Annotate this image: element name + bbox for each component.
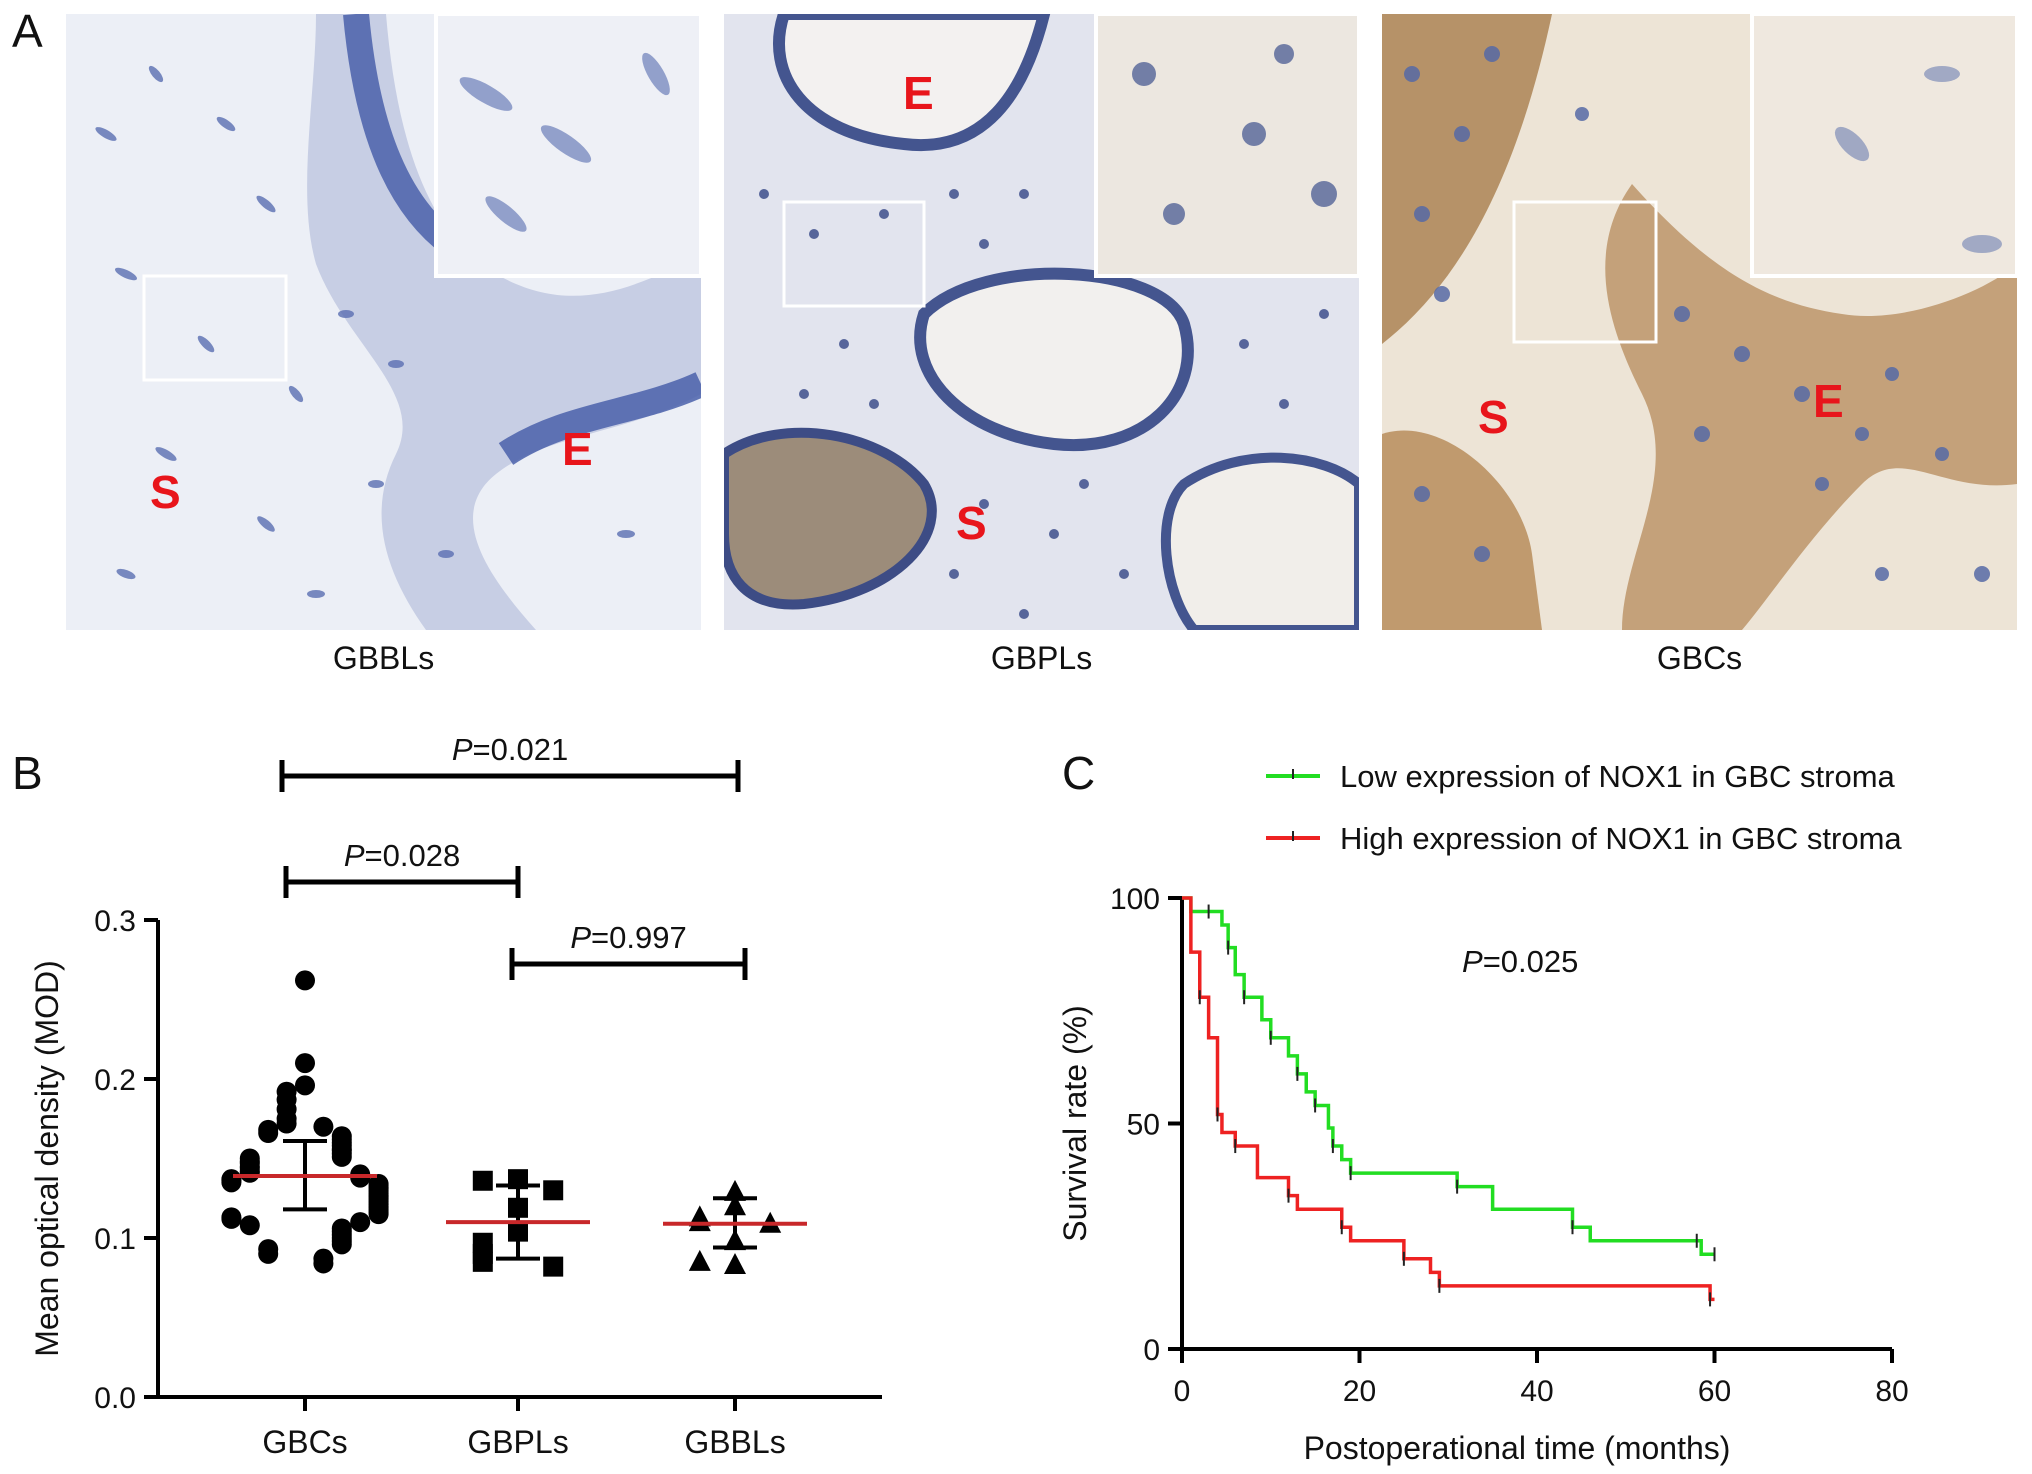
- stroma-label-gbcs: S: [1478, 391, 1509, 443]
- p-value-label: P=0.997: [570, 920, 686, 955]
- x-tick-label: 60: [1698, 1375, 1731, 1408]
- x-tick-label: GBCs: [262, 1424, 347, 1460]
- data-point-gbcs: [239, 1215, 260, 1236]
- panel-a-letter: A: [12, 5, 43, 57]
- caption-gbcs: GBCs: [1656, 640, 1743, 676]
- data-point-gbpls: [472, 1251, 493, 1272]
- p-symbol: P: [344, 838, 365, 873]
- y-tick-label: 0.0: [94, 1382, 136, 1415]
- x-tick-label: 80: [1875, 1375, 1908, 1408]
- y-tick-label: 50: [1127, 1109, 1160, 1142]
- data-point-gbbls: [724, 1253, 746, 1275]
- caption-gbbls: GBBLs: [332, 640, 435, 676]
- p-value-label: P=0.028: [344, 838, 460, 873]
- p-value-annotation: P=0.025: [1462, 944, 1578, 979]
- legend-entry: Low expression of NOX1 in GBC stroma: [1340, 759, 1896, 794]
- p-value-label: P=0.021: [452, 732, 568, 767]
- data-point-gbcs: [295, 1053, 315, 1074]
- p-value: =0.025: [1483, 944, 1579, 979]
- data-point-gbcs: [368, 1204, 389, 1225]
- data-point-gbbls: [688, 1249, 711, 1271]
- p-value: =0.997: [591, 920, 687, 955]
- x-tick-label: 20: [1343, 1375, 1376, 1408]
- p-symbol: P: [1462, 944, 1483, 979]
- x-tick-label: GBBLs: [684, 1424, 785, 1460]
- data-point-gbpls: [472, 1170, 493, 1191]
- data-point-gbcs: [331, 1234, 352, 1255]
- stroma-label-gbbls: S: [150, 466, 181, 518]
- y-axis-title: Mean optical density (MOD): [29, 960, 65, 1357]
- micrograph-gbbls: [66, 14, 701, 630]
- data-point-gbcs: [276, 1113, 297, 1134]
- data-point-gbcs: [295, 970, 315, 991]
- data-point-gbcs: [258, 1243, 279, 1264]
- data-point-gbcs: [313, 1253, 334, 1274]
- data-point-gbcs: [350, 1212, 371, 1233]
- micrograph-gbcs: [1382, 14, 2017, 630]
- data-point-gbbls: [724, 1179, 746, 1201]
- data-point-gbcs: [258, 1123, 279, 1144]
- panel-b-letter: B: [12, 747, 43, 799]
- scatter-chart-b: 0.0 0.1 0.2 0.3 GBCs GBPLs GBBLs Mean optical d…: [29, 732, 882, 1460]
- panel-c-letter: C: [1062, 747, 1096, 799]
- y-tick-label: 0.3: [94, 905, 136, 938]
- data-point-gbcs: [313, 1116, 334, 1137]
- data-point-gbcs: [221, 1208, 242, 1229]
- data-point-gbcs: [331, 1146, 352, 1167]
- stroma-label-gbpls: S: [956, 497, 987, 549]
- data-point-gbbls: [688, 1210, 711, 1232]
- legend-entry: High expression of NOX1 in GBC stroma: [1340, 821, 1902, 856]
- p-symbol: P: [452, 732, 473, 767]
- x-tick-label: GBPLs: [467, 1424, 568, 1460]
- y-axis-title: Survival rate (%): [1057, 1005, 1093, 1242]
- x-tick-label: 40: [1520, 1375, 1553, 1408]
- x-tick-label: 0: [1174, 1375, 1191, 1408]
- micrograph-gbpls: [724, 14, 1359, 630]
- y-tick-label: 0.2: [94, 1064, 136, 1097]
- data-point-gbcs: [295, 1075, 315, 1096]
- survival-curve-low: [1182, 896, 1715, 1257]
- survival-chart-c: 0 50 100 0 20 40 60 80 Postoperational time (mon…: [1057, 759, 1909, 1466]
- epithelium-label-gbpls: E: [903, 67, 934, 119]
- p-value: =0.028: [365, 838, 461, 873]
- x-axis-title: Postoperational time (months): [1304, 1430, 1731, 1466]
- data-point-gbpls: [543, 1256, 564, 1277]
- y-tick-label: 100: [1110, 883, 1160, 916]
- epithelium-label-gbcs: E: [1813, 375, 1844, 427]
- caption-gbpls: GBPLs: [990, 640, 1093, 676]
- data-point-gbpls: [543, 1180, 564, 1201]
- p-value: =0.021: [473, 732, 569, 767]
- y-tick-label: 0: [1143, 1334, 1160, 1367]
- y-tick-label: 0.1: [94, 1223, 136, 1256]
- p-symbol: P: [570, 920, 591, 955]
- epithelium-label-gbbls: E: [562, 423, 593, 475]
- data-point-gbcs: [239, 1162, 260, 1183]
